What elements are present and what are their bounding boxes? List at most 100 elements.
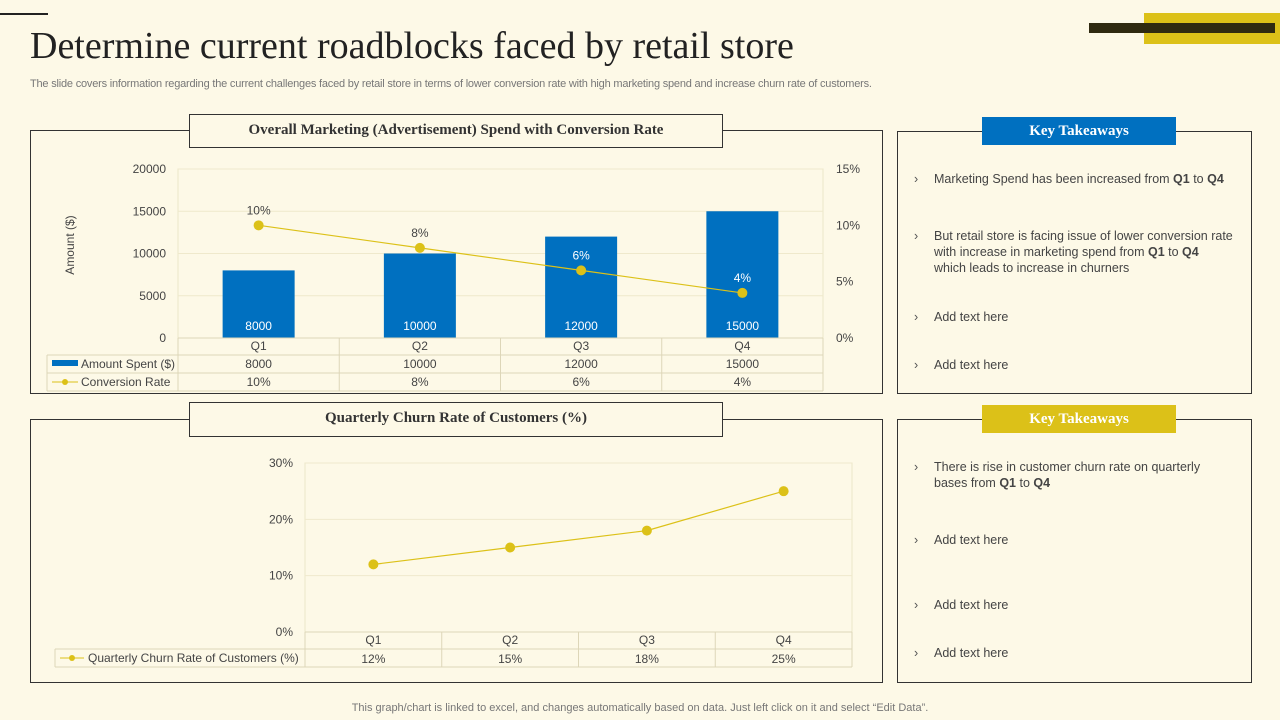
table-cell: 15% <box>498 652 522 666</box>
x-category-label: Q1 <box>251 339 267 353</box>
chart1-title: Overall Marketing (Advertisement) Spend … <box>189 114 723 148</box>
x-category-label: Q3 <box>639 633 655 647</box>
page-subtitle: The slide covers information regarding t… <box>30 78 872 90</box>
takeaway-item: › Add text here <box>914 645 1234 661</box>
legend-line-marker <box>62 379 68 385</box>
accent-line-left <box>0 13 48 15</box>
line-data-label: 8% <box>411 226 429 240</box>
takeaway-item: › There is rise in customer churn rate on… <box>914 459 1234 491</box>
churn-rate-line <box>373 490 784 565</box>
bar <box>383 253 456 338</box>
table-cell: 18% <box>635 652 659 666</box>
line-data-label: 4% <box>734 271 752 285</box>
x-category-label: Q3 <box>573 339 589 353</box>
line-point <box>778 486 789 497</box>
takeaway-text: Q1 <box>1173 172 1190 186</box>
y-tick-label: 15000 <box>133 204 167 218</box>
y2-tick-label: 5% <box>836 275 854 289</box>
takeaway-text: Q4 <box>1182 245 1199 259</box>
y-axis-label: Amount ($) <box>63 215 77 274</box>
takeaway-text: Q1 <box>999 476 1016 490</box>
takeaway-text: to <box>1016 476 1034 490</box>
legend-label: Amount Spent ($) <box>81 357 175 371</box>
takeaway-item: › Add text here <box>914 597 1234 613</box>
takeaway-text: which leads to increase in churners <box>934 261 1130 275</box>
takeaway-text: There is rise in customer churn rate on … <box>934 460 1201 490</box>
takeaway-item: › Add text here <box>914 532 1234 548</box>
takeaway-item: › Marketing Spend has been increased from… <box>914 171 1234 187</box>
takeaway-text: Q4 <box>1033 476 1051 490</box>
table-cell: 10000 <box>403 357 437 371</box>
x-category-label: Q4 <box>734 339 750 353</box>
line-point <box>253 220 264 231</box>
chevron-right-icon: › <box>914 358 919 372</box>
x-category-label: Q2 <box>412 339 428 353</box>
line-point <box>576 265 587 276</box>
y2-tick-label: 10% <box>836 218 860 232</box>
legend-line-marker <box>69 655 75 661</box>
takeaway-text: to <box>1189 172 1208 186</box>
y2-tick-label: 0% <box>836 331 854 345</box>
line-point <box>368 559 379 570</box>
takeaway-text: Add text here <box>934 310 1009 324</box>
legend-label: Quarterly Churn Rate of Customers (%) <box>88 651 299 665</box>
chevron-right-icon: › <box>914 229 919 243</box>
takeaway-item: › Add text here <box>914 309 1234 325</box>
takeaway-item: › Add text here <box>914 357 1234 373</box>
line-point <box>414 242 425 253</box>
takeaways1-header: Key Takeaways <box>982 117 1176 145</box>
takeaway-text: But retail store is facing issue of lowe… <box>934 229 1233 259</box>
takeaway-text: Add text here <box>934 533 1009 547</box>
chevron-right-icon: › <box>914 598 919 612</box>
x-category-label: Q4 <box>776 633 792 647</box>
chevron-right-icon: › <box>914 460 919 474</box>
legend-bar-swatch <box>52 360 78 366</box>
accent-bar-dark <box>1089 23 1275 33</box>
takeaway-text: Add text here <box>934 358 1009 372</box>
bar-data-label: 12000 <box>564 319 598 333</box>
bar-data-label: 8000 <box>245 319 272 333</box>
table-cell: 12000 <box>564 357 598 371</box>
conversion-rate-line <box>258 224 743 294</box>
takeaway-text: Add text here <box>934 646 1009 660</box>
takeaway-text: Add text here <box>934 598 1009 612</box>
y-tick-label: 10% <box>269 569 293 583</box>
chart2-title: Quarterly Churn Rate of Customers (%) <box>189 402 723 437</box>
table-cell: 8000 <box>245 357 272 371</box>
legend-label: Conversion Rate <box>81 375 171 389</box>
table-cell: 10% <box>247 375 271 389</box>
line-point <box>505 542 516 553</box>
table-cell: 4% <box>734 375 752 389</box>
y-tick-label: 5000 <box>139 289 166 303</box>
takeaway-text: Marketing Spend has been increased from <box>934 172 1174 186</box>
bar <box>222 270 295 338</box>
y-tick-label: 0 <box>159 331 166 345</box>
bar <box>545 236 618 338</box>
takeaway-text: Q4 <box>1207 172 1224 186</box>
line-data-label: 6% <box>572 248 590 262</box>
y-tick-label: 0% <box>276 625 294 639</box>
chevron-right-icon: › <box>914 172 919 186</box>
y-tick-label: 10000 <box>133 247 167 261</box>
x-category-label: Q2 <box>502 633 518 647</box>
line-point <box>737 287 748 298</box>
table-cell: 8% <box>411 375 429 389</box>
line-data-label: 10% <box>247 203 271 217</box>
footer-note: This graph/chart is linked to excel, and… <box>351 702 929 714</box>
plot-area <box>304 462 853 633</box>
y-tick-label: 20000 <box>133 162 167 176</box>
x-category-label: Q1 <box>365 633 381 647</box>
y2-tick-label: 15% <box>836 162 860 176</box>
bar-data-label: 10000 <box>403 319 437 333</box>
takeaway-text: to <box>1164 245 1183 259</box>
page-title: Determine current roadblocks faced by re… <box>30 25 794 67</box>
bar <box>706 211 779 338</box>
bar-data-label: 15000 <box>726 319 760 333</box>
chevron-right-icon: › <box>914 533 919 547</box>
table-cell: 25% <box>772 652 796 666</box>
line-point <box>641 525 652 536</box>
takeaways2-header: Key Takeaways <box>982 405 1176 433</box>
